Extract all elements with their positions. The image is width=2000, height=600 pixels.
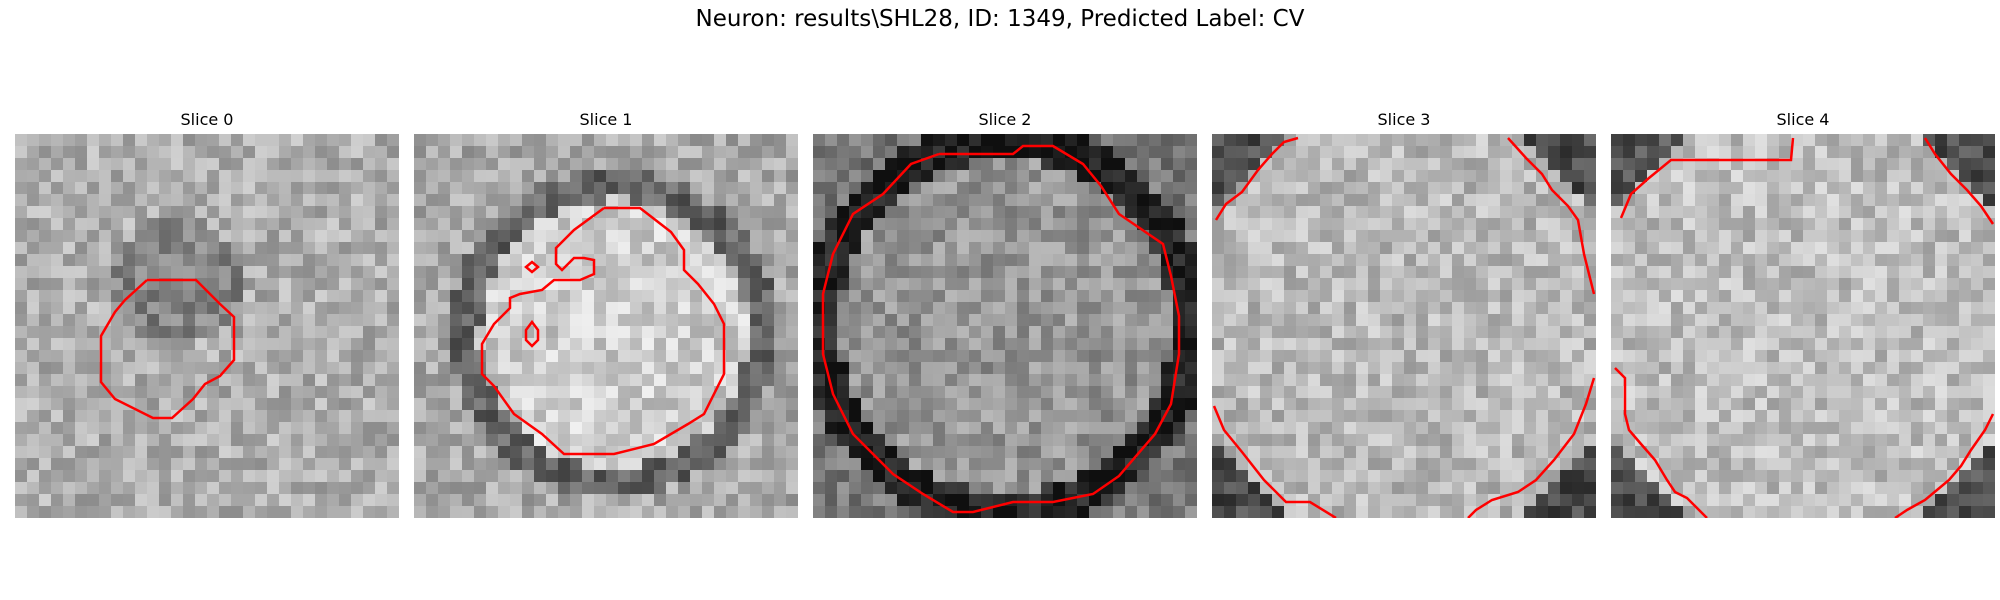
grayscale-texture [1212, 134, 1596, 518]
grayscale-texture [813, 134, 1197, 518]
contour-line [1619, 137, 1795, 219]
contour-line [821, 144, 1181, 514]
figure-title: Neuron: results\SHL28, ID: 1349, Predict… [695, 6, 1305, 32]
contour-line [1214, 136, 1299, 221]
contour-line [1467, 377, 1596, 518]
contour-line [1507, 137, 1596, 295]
grayscale-texture [1611, 134, 1995, 518]
contour-line [524, 260, 540, 274]
slice-image-4 [1611, 134, 1995, 518]
contour-line [1212, 405, 1337, 518]
contour-line [1614, 367, 1708, 518]
contour-line [99, 278, 236, 420]
contour-line [1894, 413, 1995, 518]
contour-line [1923, 137, 1995, 225]
slice-title: Slice 4 [1776, 110, 1830, 129]
slice-image-0 [15, 134, 399, 518]
slice-title: Slice 1 [579, 110, 633, 129]
grayscale-texture [15, 134, 399, 518]
slice-image-2 [813, 134, 1197, 518]
slice-title: Slice 0 [180, 110, 234, 129]
slice-image-1 [414, 134, 798, 518]
grayscale-texture [414, 134, 798, 518]
slice-title: Slice 2 [978, 110, 1032, 129]
contour-line [524, 319, 540, 348]
contour-line [480, 206, 726, 456]
slice-image-3 [1212, 134, 1596, 518]
slice-title: Slice 3 [1377, 110, 1431, 129]
